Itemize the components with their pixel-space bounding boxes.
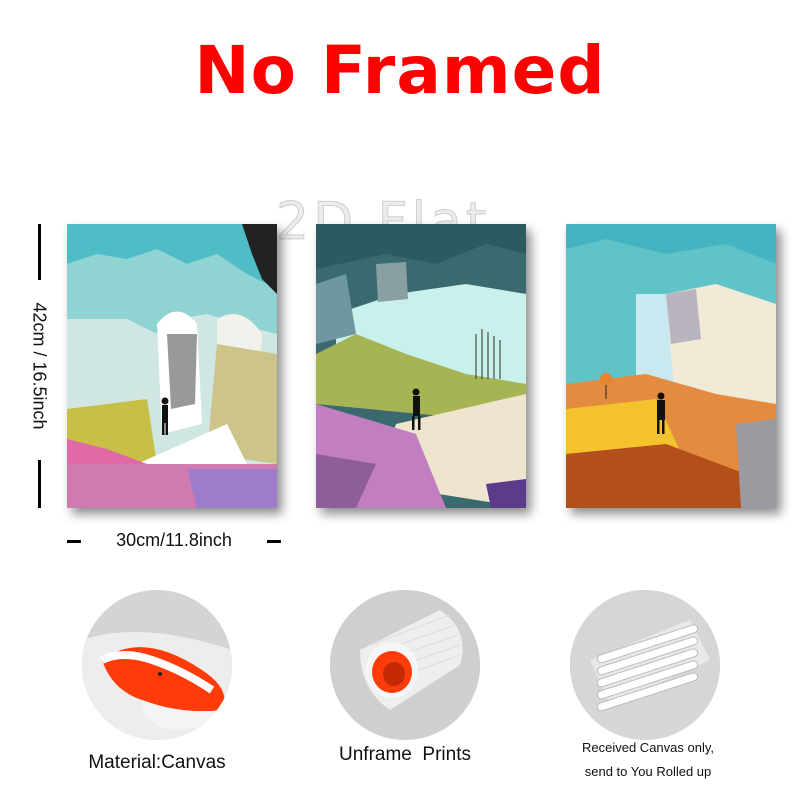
art-panel-2-image (316, 224, 526, 508)
caption-unframe: Unframe Prints (339, 744, 471, 765)
dimension-line-left (67, 540, 81, 543)
art-panel-3 (566, 224, 776, 508)
canvas-material-photo (82, 590, 232, 740)
caption-received-line1: Received Canvas only, (582, 740, 714, 755)
unframed-print-photo (330, 590, 480, 740)
height-dimension: 42cm / 16.5inch (22, 224, 56, 508)
art-panel-3-image (566, 224, 776, 508)
canvas-roll-tube-image (330, 590, 480, 740)
dimension-line-bottom (38, 460, 41, 508)
art-panel-1-image (67, 224, 277, 508)
caption-received-line2: send to You Rolled up (584, 764, 712, 779)
dimension-line-top (38, 224, 41, 280)
caption-material: Material:Canvas (88, 752, 226, 773)
art-panel-1 (67, 224, 277, 508)
height-label: 42cm / 16.5inch (29, 302, 50, 430)
rolled-canvas-tubes-image (570, 590, 720, 740)
page-title: No Framed (194, 32, 606, 109)
width-dimension: 30cm/11.8inch (67, 528, 281, 554)
dimension-line-right (267, 540, 281, 543)
canvas-roll-edge-image (82, 590, 232, 740)
art-panel-2 (316, 224, 526, 508)
rolled-shipping-photo (570, 590, 720, 740)
width-label: 30cm/11.8inch (116, 530, 232, 550)
